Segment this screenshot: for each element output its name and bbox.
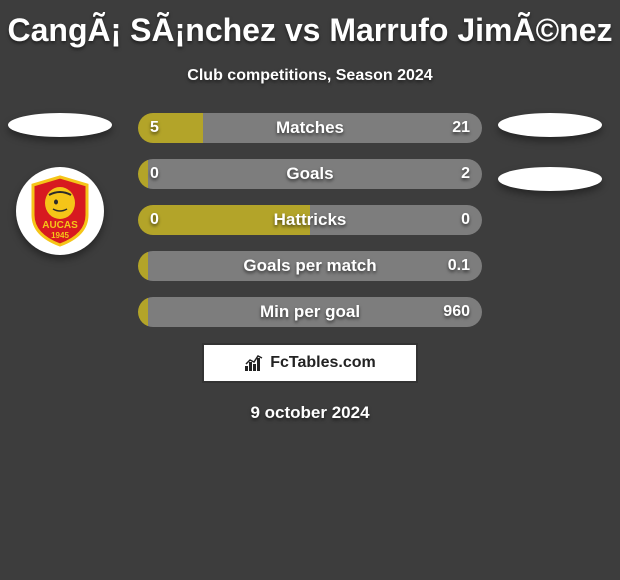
- bar-left-fill: [138, 297, 148, 327]
- bar-value-left: 0: [150, 159, 159, 189]
- bar-value-right: 0.1: [448, 251, 470, 281]
- bar-value-left: 0: [150, 205, 159, 235]
- page-title: CangÃ¡ SÃ¡nchez vs Marrufo JimÃ©nez: [0, 0, 620, 49]
- stat-bar-row: Goals per match0.1: [138, 251, 482, 281]
- bar-value-right: 2: [461, 159, 470, 189]
- date-label: 9 october 2024: [0, 403, 620, 423]
- bar-track: [138, 113, 482, 143]
- comparison-area: AUCAS 1945 Matches521Goals02Hattricks00G…: [0, 113, 620, 327]
- bar-track: [138, 297, 482, 327]
- bar-left-fill: [138, 205, 310, 235]
- club-crest: AUCAS 1945: [16, 167, 104, 255]
- bar-value-left: 5: [150, 113, 159, 143]
- branding-text: FcTables.com: [270, 354, 376, 372]
- right-player-badges: [498, 113, 602, 221]
- bar-track: [138, 251, 482, 281]
- bar-left-fill: [138, 113, 203, 143]
- crest-name: AUCAS: [42, 220, 78, 231]
- player-badge-oval: [498, 113, 602, 137]
- bar-value-right: 0: [461, 205, 470, 235]
- branding-box: FcTables.com: [202, 343, 418, 383]
- bar-right-fill: [148, 159, 482, 189]
- bar-track: [138, 159, 482, 189]
- stat-bars: Matches521Goals02Hattricks00Goals per ma…: [138, 113, 482, 327]
- stat-bar-row: Hattricks00: [138, 205, 482, 235]
- player-badge-oval: [498, 167, 602, 191]
- bar-left-fill: [138, 159, 148, 189]
- bar-right-fill: [203, 113, 482, 143]
- stat-bar-row: Goals02: [138, 159, 482, 189]
- player-badge-oval: [8, 113, 112, 137]
- stat-bar-row: Matches521: [138, 113, 482, 143]
- bar-right-fill: [310, 205, 482, 235]
- page-subtitle: Club competitions, Season 2024: [0, 67, 620, 85]
- crest-year: 1945: [51, 231, 69, 240]
- stat-bar-row: Min per goal960: [138, 297, 482, 327]
- bar-right-fill: [148, 297, 482, 327]
- chart-icon: [244, 354, 264, 372]
- left-player-badges: AUCAS 1945: [8, 113, 112, 255]
- bar-right-fill: [148, 251, 482, 281]
- crest-shield: AUCAS 1945: [29, 175, 91, 247]
- bar-value-right: 21: [452, 113, 470, 143]
- bar-left-fill: [138, 251, 148, 281]
- bar-value-right: 960: [443, 297, 470, 327]
- bar-track: [138, 205, 482, 235]
